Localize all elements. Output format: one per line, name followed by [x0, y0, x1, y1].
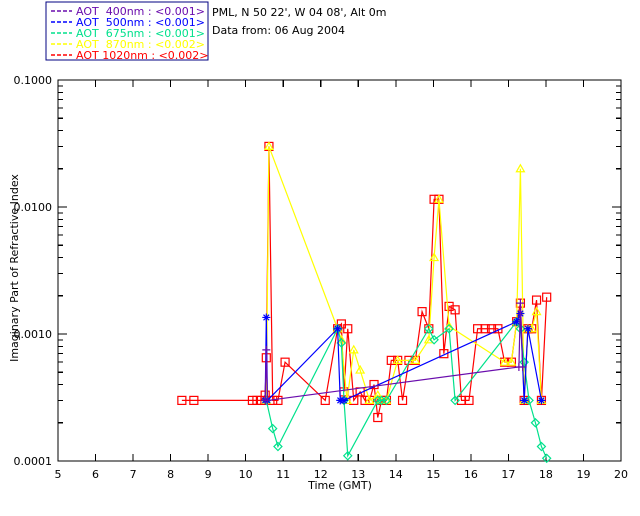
data-point-aot675: [336, 338, 347, 348]
data-point-aot675: [444, 323, 454, 334]
data-point-aot870: [506, 356, 517, 366]
legend-label-aot1020: AOT 1020nm : <0.002>: [76, 49, 209, 62]
data-point-aot400: [516, 299, 525, 308]
data-point-aot675: [381, 395, 392, 406]
data-point-aot675: [536, 441, 547, 452]
x-axis-tick-label: 16: [464, 468, 478, 481]
data-series-layer: [177, 141, 552, 464]
x-axis-tick-label: 10: [239, 468, 253, 481]
y-axis-tick-label: 0.0100: [14, 201, 53, 214]
series-line-aot400: [264, 303, 524, 402]
data-point-aot500: [537, 396, 546, 405]
x-axis-title: Time (GMT): [307, 479, 372, 492]
data-point-aot870: [429, 252, 440, 262]
legend-label-aot870: AOT 870nm : <0.002>: [76, 38, 205, 51]
data-point-aot500: [520, 396, 529, 405]
data-point-aot675: [423, 323, 434, 334]
legend: AOT 400nm : <0.001>AOT 500nm : <0.001>AO…: [45, 1, 209, 62]
data-point-aot675: [541, 453, 552, 464]
x-axis-tick-label: 19: [576, 468, 590, 481]
data-point-aot1020: [280, 357, 290, 367]
x-axis-tick-label: 8: [167, 468, 174, 481]
y-axis-tick-label: 0.0001: [14, 455, 53, 468]
data-point-aot400: [263, 396, 272, 405]
x-axis-tick-label: 6: [92, 468, 99, 481]
x-axis-tick-label: 11: [276, 468, 290, 481]
y-axis-title: Imaginary Part of Refractive Index: [8, 174, 21, 362]
data-point-aot1020: [464, 395, 474, 406]
data-point-aot400: [262, 345, 271, 354]
data-point-aot870: [364, 395, 375, 405]
y-axis-tick-label: 0.0010: [14, 328, 53, 341]
x-axis-tick-label: 18: [539, 468, 553, 481]
data-point-aot500: [262, 313, 271, 322]
x-axis-tick-label: 17: [501, 468, 515, 481]
plot-axes: 5 6 7 8 9 10 11 12 13 14 15 16 17 18 19 20 0.0001 0.0010 0…: [14, 74, 629, 481]
legend-label-aot675: AOT 675nm : <0.001>: [76, 27, 205, 40]
series-aot400: [261, 299, 527, 405]
x-axis-tick-label: 20: [614, 468, 628, 481]
data-point-aot1020: [480, 324, 490, 334]
data-point-aot870: [372, 389, 383, 399]
legend-label-aot400: AOT 400nm : <0.001>: [76, 5, 205, 18]
data-point-aot675: [429, 334, 439, 345]
y-axis-tick-label: 0.1000: [14, 74, 53, 87]
data-point-aot1020: [542, 292, 552, 302]
data-point-aot870: [392, 355, 403, 364]
data-point-aot675: [515, 323, 526, 334]
data-point-aot1020: [343, 324, 353, 334]
data-point-aot1020: [189, 395, 199, 406]
data-point-aot870: [499, 356, 510, 366]
station-location-text: PML, N 50 22', W 04 08', Alt 0m: [212, 6, 386, 19]
data-point-aot1020: [177, 395, 187, 406]
data-point-aot675: [530, 417, 541, 428]
data-point-aot870: [410, 355, 421, 364]
data-point-aot500: [333, 324, 342, 333]
data-point-aot1020: [320, 395, 330, 406]
data-point-aot1020: [373, 412, 383, 423]
data-point-aot675: [267, 423, 278, 434]
x-axis-tick-label: 9: [205, 468, 212, 481]
legend-box: [45, 1, 209, 61]
legend-label-aot500: AOT 500nm : <0.001>: [76, 16, 205, 29]
x-axis-tick-label: 15: [426, 468, 440, 481]
data-point-aot1020: [429, 194, 439, 204]
x-axis-tick-label: 7: [130, 468, 137, 481]
data-point-aot675: [273, 441, 283, 452]
series-line-aot675: [265, 320, 548, 459]
data-point-aot870: [433, 194, 444, 203]
data-point-aot400: [518, 362, 527, 371]
data-point-aot1020: [417, 307, 427, 317]
data-point-aot1020: [450, 305, 460, 315]
data-point-aot675: [372, 395, 383, 406]
x-axis-tick-label: 14: [389, 468, 403, 481]
data-date-text: Data from: 06 Aug 2004: [212, 24, 345, 37]
x-axis-tick-label: 12: [314, 468, 328, 481]
data-point-aot870: [263, 141, 274, 151]
data-point-aot675: [524, 395, 534, 406]
data-point-aot1020: [397, 395, 408, 406]
data-point-aot1020: [531, 295, 542, 305]
data-point-aot1020: [273, 395, 283, 406]
data-point-aot870: [515, 163, 526, 173]
data-point-aot500: [340, 396, 349, 405]
data-point-aot500: [523, 324, 532, 333]
data-point-aot870: [348, 344, 359, 354]
data-point-aot870: [355, 364, 366, 374]
x-axis-tick-label: 5: [55, 468, 62, 481]
data-point-aot870: [531, 306, 542, 316]
data-point-aot675: [342, 450, 353, 461]
data-point-aot675: [450, 395, 460, 406]
x-axis-tick-label: 13: [351, 468, 365, 481]
data-point-aot500: [512, 317, 521, 326]
